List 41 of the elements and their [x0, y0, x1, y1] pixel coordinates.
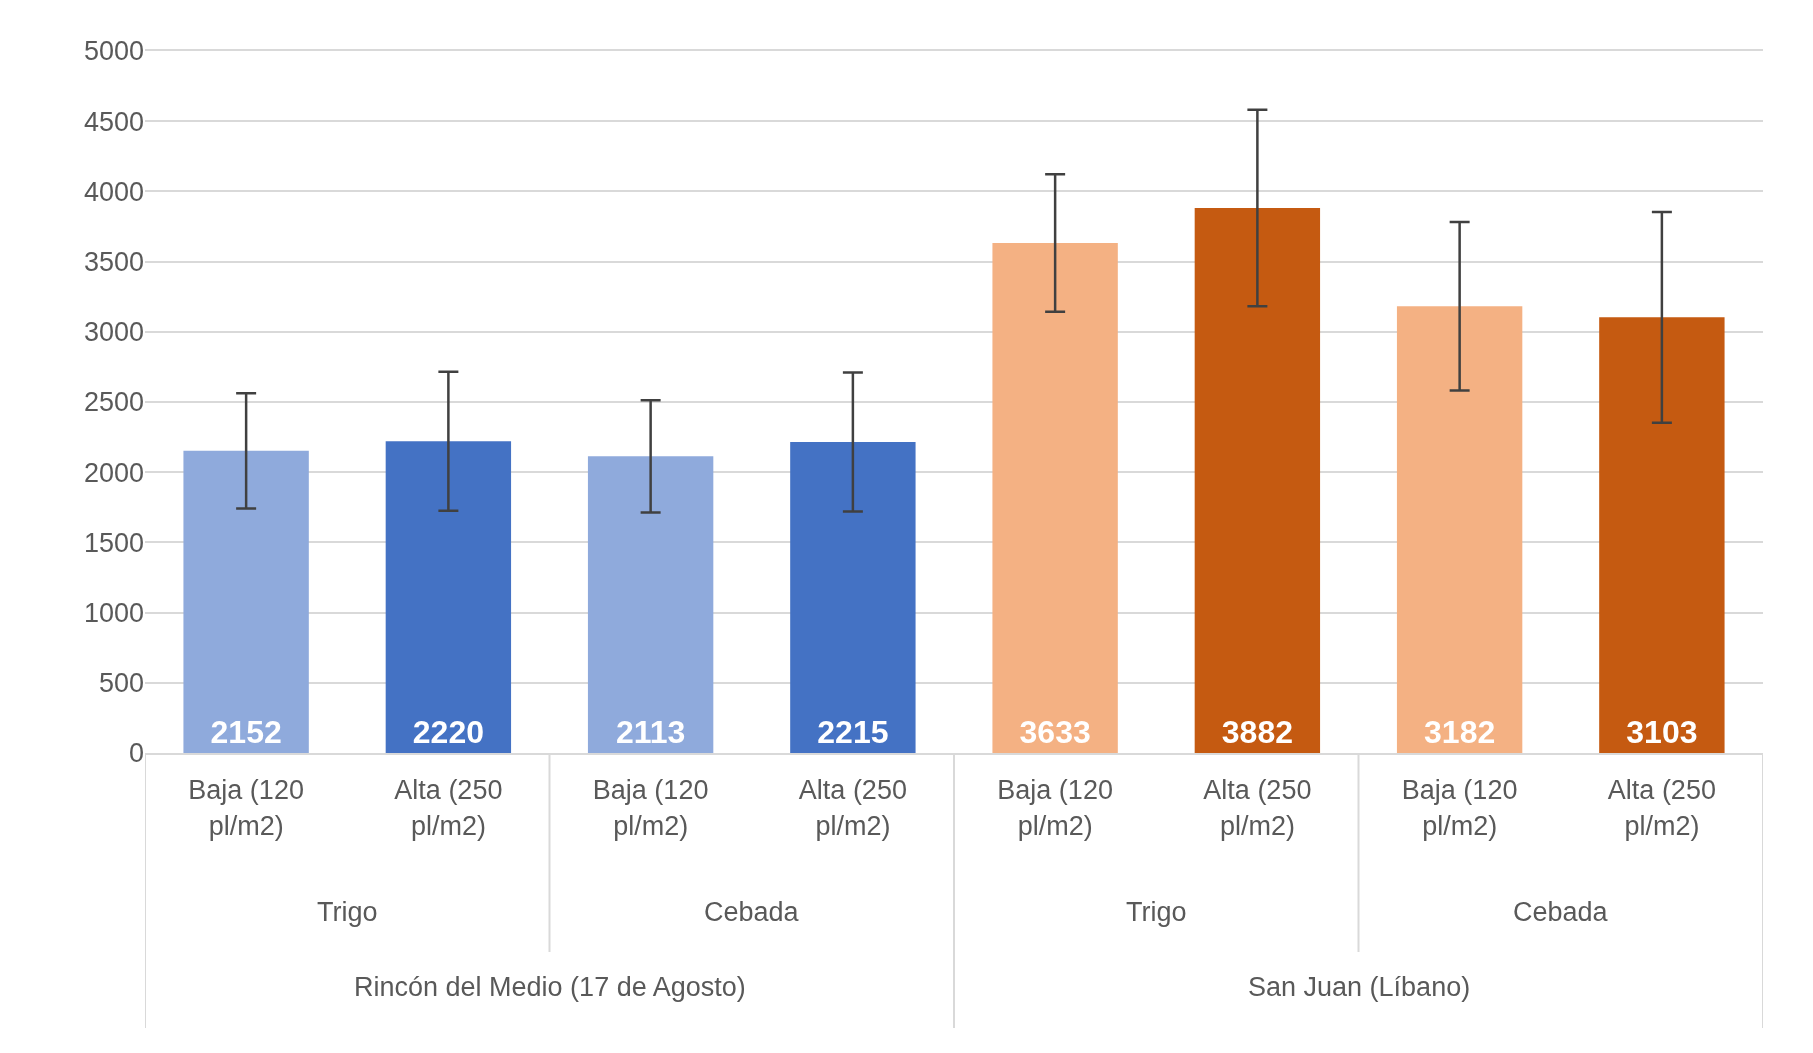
text: Cebada: [704, 897, 800, 927]
text: Rincón del Medio (17 de Agosto): [354, 972, 746, 1002]
text: Cebada: [1513, 897, 1609, 927]
bar: [1599, 317, 1725, 753]
y-tick-label: 1000: [83, 598, 144, 629]
bar: [385, 441, 512, 753]
x-tick-label: Baja (120 pl/m2): [1401, 775, 1518, 841]
bar: [790, 442, 916, 753]
y-tick-label: 3000: [83, 317, 144, 348]
y-tick-label: 4500: [83, 106, 144, 137]
data-label: 2152: [210, 714, 282, 750]
data-label: 3882: [1221, 714, 1293, 750]
x-tick-label: Alta (250 pl/m2): [394, 775, 503, 841]
y-tick-label: 3500: [83, 247, 144, 278]
data-label: 2113: [615, 714, 686, 750]
x-tick-label: Baja (120 pl/m2): [188, 775, 304, 841]
bar: [1396, 306, 1523, 753]
y-tick-label: 1500: [83, 527, 144, 558]
y-tick-label: 2500: [83, 387, 144, 418]
bar: [587, 456, 714, 753]
x-tick-label: Alta (250 pl/m2): [1607, 775, 1716, 841]
x-tick-label: Baja (120 pl/m2): [997, 775, 1113, 841]
data-label: 3103: [1626, 714, 1698, 750]
y-tick-label: 0: [128, 738, 144, 769]
text: Trigo: [317, 897, 378, 927]
bar: [992, 242, 1118, 753]
text: San Juan (Líbano): [1248, 972, 1471, 1002]
x-tick-label: Alta (250 pl/m2): [1203, 775, 1312, 841]
y-tick-label: 2000: [83, 457, 144, 488]
x-tick-label: Alta (250 pl/m2): [798, 775, 907, 841]
y-tick-label: 500: [98, 668, 144, 699]
data-label: 2215: [817, 714, 889, 750]
data-label: 3182: [1424, 714, 1496, 750]
text: Trigo: [1126, 897, 1187, 927]
y-tick-label: 4000: [83, 176, 144, 207]
y-tick-label: 5000: [83, 36, 144, 67]
x-tick-label: Baja (120 pl/m2): [592, 775, 709, 841]
bar: [1194, 207, 1321, 753]
data-label: 2220: [412, 714, 484, 750]
data-label: 3633: [1019, 714, 1091, 750]
bar: [183, 450, 309, 753]
